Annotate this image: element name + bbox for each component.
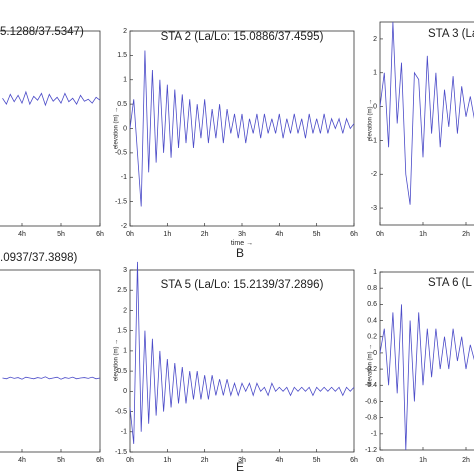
chart-title: 5.1288/37.5347) [0,26,84,38]
y-tick-label: -1 [121,174,127,181]
chart-title: STA 6 (L [428,277,472,289]
y-tick-label: -1.5 [115,449,127,456]
panel: 0h 1h 2h -3 -2 -1 0 1 2 STA 3 (La elevation (m) → [368,21,474,238]
y-tick-label: 2.5 [117,287,127,294]
panel: 0h 1h 2h 3h 4h 5h 6h -2 -1.5 -1 -0.5 0 0.5 1 1.5 2 STA 2… [114,28,358,260]
x-tick-label: 1h [419,231,427,238]
chart-title: STA 2 (La/Lo: 15.0886/37.4595) [161,31,324,43]
y-tick-label: 0 [373,350,377,357]
y-tick-label: 1.5 [117,328,127,335]
y-tick-label: 0.8 [367,285,377,292]
y-tick-label: 1.5 [117,52,127,59]
series-line [129,261,355,444]
axes-box [0,30,101,227]
x-tick-label: 4h [275,457,283,464]
y-tick-label: -0.5 [115,408,127,415]
x-tick-label: 1h [163,457,171,464]
y-tick-label: 0.5 [117,101,127,108]
y-tick-label: -1 [371,431,377,438]
x-tick-label: 4h [18,231,26,238]
x-tick-label: 0h [376,231,384,238]
y-axis-label: elevation (m) → [114,107,120,149]
y-tick-label: 0 [373,103,377,110]
x-tick-label: 2h [201,231,209,238]
y-axis-label: elevation (m) → [114,339,120,381]
panel-label: E [236,460,244,474]
y-tick-label: 0.2 [367,334,377,341]
x-tick-label: 6h [350,457,358,464]
chart-title: STA 5 (La/Lo: 15.2139/37.2896) [161,279,324,291]
y-tick-label: 0.6 [367,301,377,308]
y-tick-label: 0 [123,388,127,395]
y-axis-label: elevation (m) → [368,344,374,386]
series-line [2,376,101,380]
x-tick-label: 1h [419,457,427,464]
y-tick-label: -0.8 [365,414,377,421]
y-tick-label: -1.2 [365,447,377,454]
axes-box [0,269,101,453]
y-tick-label: 0 [123,125,127,132]
y-tick-label: -0.5 [115,150,127,157]
series-line [379,21,474,205]
y-tick-label: -1.5 [115,198,127,205]
axes-box [379,21,474,226]
y-tick-label: -0.6 [365,398,377,405]
x-tick-label: 3h [238,457,246,464]
y-tick-label: -1 [371,137,377,144]
y-tick-label: 3 [123,267,127,274]
y-tick-label: -0.2 [365,366,377,373]
x-tick-label: 4h [18,457,26,464]
x-tick-label: 1h [163,231,171,238]
y-tick-label: 2 [373,36,377,43]
series-line [2,90,101,107]
y-tick-label: -2 [371,171,377,178]
x-tick-label: 5h [57,231,65,238]
x-tick-label: 4h [275,231,283,238]
y-tick-label: 2 [123,28,127,35]
x-tick-label: 2h [201,457,209,464]
panel: 0h 1h 2h -1.2 -1 -0.8 -0.6 -0.4 -0.2 0 0.2 0.4 0.6 0.… [365,269,474,464]
panel-label: B [236,246,244,260]
y-tick-label: 1 [123,77,127,84]
series-line [379,304,474,451]
x-tick-label: 6h [96,231,104,238]
x-tick-label: 2h [462,457,470,464]
y-tick-label: 2 [123,307,127,314]
panel: 0h 1h 2h 3h 4h 5h 6h -1.5 -1 -0.5 0 0.5 1 1.5 2 2.5 3 STA… [114,261,358,474]
x-tick-label: 0h [126,457,134,464]
x-axis-label: time → [231,240,253,247]
y-tick-label: 1 [373,70,377,77]
panel: 4h 5h 6h 5.1288/37.5347) [0,26,104,238]
x-tick-label: 0h [376,457,384,464]
y-tick-label: -1 [121,429,127,436]
series-line [129,50,355,207]
y-tick-label: 1 [373,269,377,276]
axes-box [129,30,355,227]
y-tick-label: 0.5 [117,368,127,375]
y-axis-label: elevation (m) → [368,99,374,141]
panel: 4h 5h 6h .0937/37.3898) [0,252,104,464]
x-tick-label: 3h [238,231,246,238]
x-tick-label: 6h [96,457,104,464]
x-tick-label: 0h [126,231,134,238]
y-tick-label: -2 [121,223,127,230]
y-tick-label: 1 [123,348,127,355]
y-tick-label: -3 [371,205,377,212]
x-tick-label: 6h [350,231,358,238]
chart-title: STA 3 (La [428,28,474,40]
x-tick-label: 5h [313,231,321,238]
y-tick-label: -0.4 [365,382,377,389]
axes-box [379,271,474,451]
y-tick-label: 0.4 [367,317,377,324]
x-tick-label: 5h [313,457,321,464]
x-tick-label: 5h [57,457,65,464]
axes-box [129,269,355,453]
chart-title: .0937/37.3898) [0,252,78,264]
x-tick-label: 2h [462,231,470,238]
